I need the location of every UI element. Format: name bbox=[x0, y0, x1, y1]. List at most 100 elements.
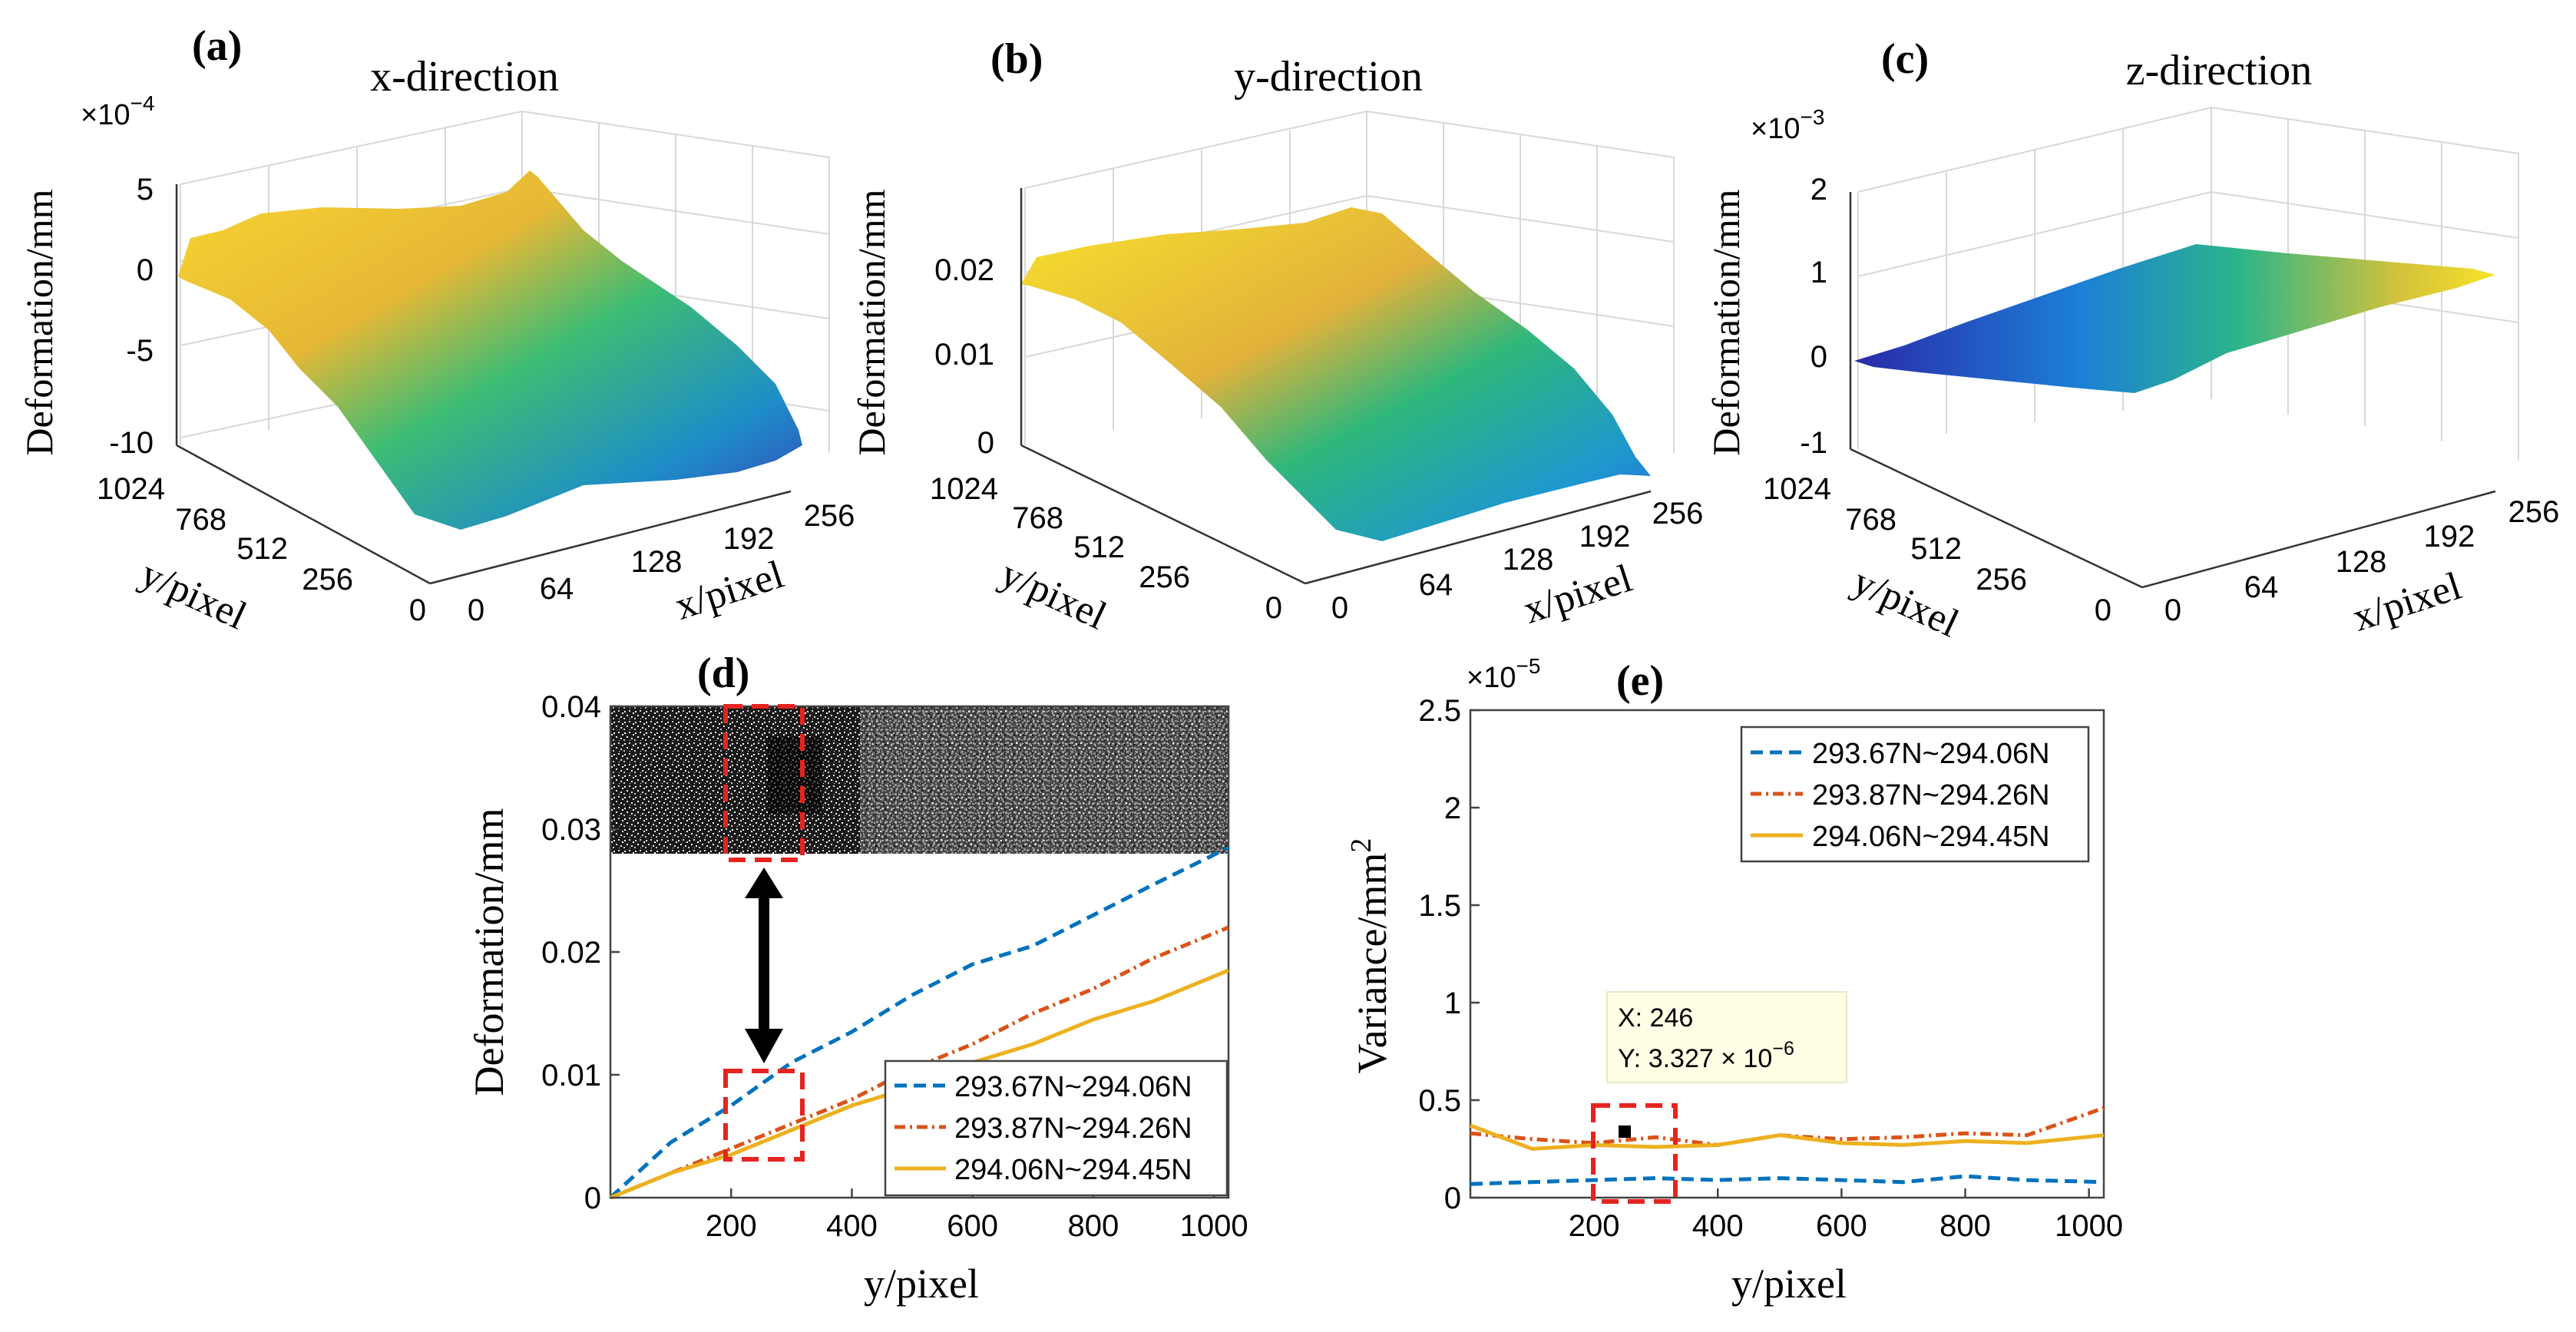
panel-b-ztick: 0.01 bbox=[934, 338, 994, 372]
panel-c-xtick: 256 bbox=[2508, 495, 2560, 529]
panel-b-ytick: 1024 bbox=[930, 472, 998, 506]
panel-d-ticks: 200 400 600 800 1000 0 0.01 0.02 0.03 0.04 bbox=[541, 690, 1248, 1243]
panel-c-surface bbox=[1854, 244, 2495, 393]
panel-d-xtick-label: 1000 bbox=[1180, 1209, 1248, 1243]
panel-a-ztick: 5 bbox=[137, 173, 154, 207]
panel-a-axes bbox=[175, 184, 792, 585]
panel-e-xlabel: y/pixel bbox=[1731, 1261, 1847, 1307]
panel-a-ylabel: y/pixel bbox=[134, 552, 253, 639]
panel-e-ytick-label: 2 bbox=[1444, 792, 1461, 825]
panel-label-b: (b) bbox=[990, 35, 1043, 83]
panel-c-ytick: 256 bbox=[1976, 563, 2027, 597]
panel-e-legend-item: 294.06N~294.45N bbox=[1812, 821, 2050, 853]
panel-e-legend: 293.67N~294.06N 293.87N~294.26N 294.06N~… bbox=[1740, 725, 2090, 863]
panel-e-xtick-label: 600 bbox=[1816, 1209, 1867, 1243]
panel-b-ytick: 768 bbox=[1012, 501, 1063, 535]
panel-e: (e) ×10−5 200 400 600 800 1000 0 0.5 1 1.5 2 2.5 X… bbox=[1345, 654, 2123, 1307]
panel-c: (c) z-direction ×10−3 2 1 0 -1 Deformati… bbox=[1705, 35, 2559, 646]
panel-e-series-line-0 bbox=[1470, 1174, 2105, 1186]
panel-label-d: (d) bbox=[697, 649, 749, 697]
panel-b-axes bbox=[1020, 188, 1652, 585]
panel-e-exponent: ×10−5 bbox=[1467, 654, 1540, 694]
panel-c-ytick: 768 bbox=[1845, 503, 1896, 537]
panel-c-ylabel: y/pixel bbox=[1846, 560, 1965, 646]
panel-d-xtick-label: 800 bbox=[1068, 1209, 1119, 1243]
panel-a-xtick: 128 bbox=[631, 545, 683, 579]
panel-b-ytick: 256 bbox=[1139, 560, 1190, 594]
panel-a-zlabel: Deformation/mm bbox=[18, 189, 61, 455]
panel-d-ytick-label: 0.04 bbox=[541, 690, 601, 724]
panel-b-surface bbox=[1021, 207, 1651, 541]
panel-a-ytick: 0 bbox=[409, 593, 426, 627]
panel-e-datatip-x: X: 246 bbox=[1618, 1003, 1693, 1033]
panel-e-ylabel: Variance/mm2 bbox=[1345, 838, 1395, 1074]
panel-d-xtick-label: 200 bbox=[706, 1209, 757, 1243]
panel-a-ytick: 1024 bbox=[97, 472, 165, 506]
panel-e-series bbox=[1470, 1106, 2105, 1186]
panel-c-axes bbox=[1849, 192, 2496, 589]
panel-label-e: (e) bbox=[1616, 657, 1664, 705]
panel-e-plot-area bbox=[1469, 709, 2105, 1199]
panel-e-series-line-2 bbox=[1470, 1123, 2105, 1152]
panel-a-xtick: 192 bbox=[723, 522, 775, 556]
panel-a: (a) x-direction ×10−4 5 0 -5 -10 De bbox=[18, 22, 855, 638]
panel-e-xtick-label: 400 bbox=[1692, 1209, 1744, 1243]
panel-c-ytick: 0 bbox=[2095, 593, 2111, 627]
panel-a-ztick: 0 bbox=[137, 253, 154, 287]
panel-b-ylabel: y/pixel bbox=[994, 552, 1113, 639]
panel-c-ytick: 1024 bbox=[1763, 472, 1831, 506]
panel-a-ytick: 512 bbox=[236, 532, 288, 566]
panel-e-ytick-label: 0.5 bbox=[1418, 1084, 1461, 1118]
panel-b-ztick: 0 bbox=[977, 426, 994, 460]
panel-e-ytick-label: 1 bbox=[1444, 987, 1461, 1020]
panel-d-xtick-label: 400 bbox=[826, 1209, 878, 1243]
panel-e-ytick-label: 0 bbox=[1444, 1182, 1461, 1215]
panel-e-highlight-box bbox=[1591, 1103, 1678, 1204]
panel-d-speckle-inset bbox=[610, 706, 1228, 854]
panel-d-ylabel: Deformation/mm bbox=[466, 808, 512, 1096]
panel-c-xtick: 192 bbox=[2424, 520, 2475, 554]
panel-c-ztick: -1 bbox=[1800, 426, 1827, 460]
panel-e-datatip: X: 246 Y: 3.327 × 10−6 bbox=[1606, 991, 1847, 1083]
panel-a-ytick: 768 bbox=[175, 503, 227, 537]
panel-b-ztick: 0.02 bbox=[934, 253, 994, 287]
panel-d-series-line-0 bbox=[609, 845, 1230, 1199]
panel-b-zlabel: Deformation/mm bbox=[850, 189, 893, 455]
panel-c-zlabel: Deformation/mm bbox=[1705, 189, 1748, 455]
panel-d-xlabel: y/pixel bbox=[864, 1261, 979, 1307]
panel-e-xtick-label: 200 bbox=[1569, 1209, 1620, 1243]
panel-c-ytick: 512 bbox=[1910, 532, 1962, 566]
panel-e-datatip-y: Y: 3.327 × 10−6 bbox=[1618, 1038, 1794, 1073]
panel-e-ytick-label: 2.5 bbox=[1418, 694, 1461, 728]
panel-b-title: y-direction bbox=[1234, 53, 1423, 101]
panel-d-ytick-label: 0.03 bbox=[541, 813, 601, 847]
panel-d-legend-item: 293.87N~294.26N bbox=[954, 1112, 1192, 1145]
panel-c-xtick: 64 bbox=[2244, 570, 2279, 604]
panel-e-legend-item: 293.87N~294.26N bbox=[1812, 779, 2050, 811]
panel-b: (b) y-direction 0.02 0.01 0 Deformation/… bbox=[850, 35, 1703, 638]
panel-c-ztick: 0 bbox=[1810, 340, 1827, 374]
panel-d-xtick-label: 600 bbox=[947, 1209, 998, 1243]
panel-c-exponent: ×10−3 bbox=[1751, 105, 1824, 145]
panel-a-xtick: 64 bbox=[540, 572, 574, 606]
panel-d-legend-item: 293.67N~294.06N bbox=[954, 1071, 1192, 1103]
panel-c-title: z-direction bbox=[2126, 47, 2313, 94]
panel-b-ytick: 512 bbox=[1073, 530, 1125, 564]
panel-b-xtick: 0 bbox=[1331, 591, 1348, 625]
panel-c-ztick: 1 bbox=[1810, 256, 1827, 289]
panel-e-xtick-label: 1000 bbox=[2055, 1209, 2123, 1243]
panel-a-title: x-direction bbox=[370, 53, 559, 101]
panel-a-xlabel: x/pixel bbox=[670, 553, 789, 629]
panel-label-c: (c) bbox=[1881, 35, 1929, 83]
panel-d-highlight-box-bottom bbox=[723, 1069, 805, 1162]
panel-e-xtick-label: 800 bbox=[1939, 1209, 1991, 1243]
panel-c-xtick: 128 bbox=[2336, 545, 2387, 579]
panel-b-xtick: 128 bbox=[1503, 543, 1554, 577]
panel-c-xtick: 0 bbox=[2164, 593, 2181, 627]
panel-b-xtick: 256 bbox=[1652, 497, 1704, 530]
panel-b-xtick: 64 bbox=[1419, 568, 1453, 602]
panel-e-datatip-marker bbox=[1619, 1125, 1631, 1138]
panel-a-ztick: -10 bbox=[109, 426, 154, 460]
panel-e-legend-item: 293.67N~294.06N bbox=[1812, 738, 2050, 770]
